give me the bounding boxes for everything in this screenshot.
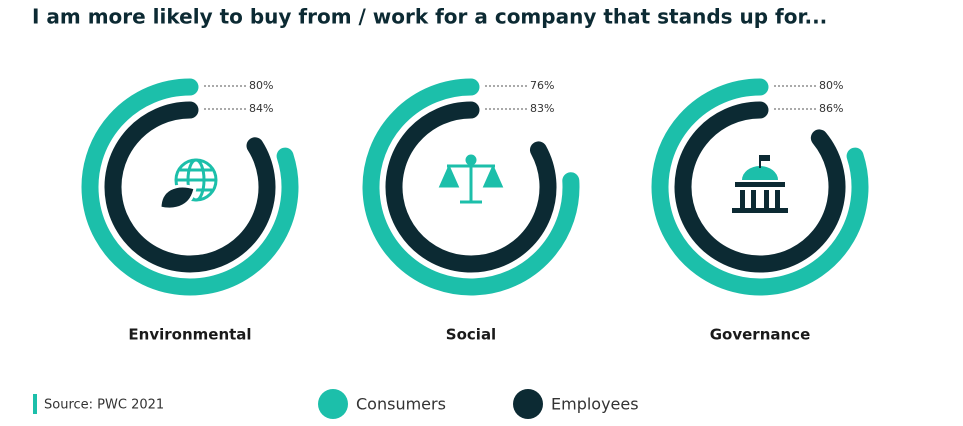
source: Source: PWC 2021 — [44, 398, 164, 413]
value-label: 80% — [249, 79, 273, 92]
arc — [362, 78, 580, 296]
chart-title: I am more likely to buy from / work for … — [32, 5, 827, 29]
source-bar — [33, 394, 37, 414]
legend-label: Employees — [551, 395, 639, 414]
value-label: 83% — [530, 102, 554, 115]
category-label: Environmental — [128, 326, 251, 344]
arc — [81, 78, 299, 296]
legend-label: Consumers — [356, 395, 446, 414]
legend-swatch — [513, 389, 543, 419]
value-label: 86% — [819, 102, 843, 115]
legend-swatch — [318, 389, 348, 419]
arc — [104, 101, 276, 273]
category-label: Governance — [710, 326, 811, 344]
value-label: 84% — [249, 102, 273, 115]
icon-social — [438, 154, 504, 204]
value-label: 80% — [819, 79, 843, 92]
icon-governance — [732, 155, 788, 213]
arc — [651, 78, 869, 296]
category-label: Social — [446, 326, 496, 344]
icon-environment — [158, 158, 218, 211]
arc — [674, 101, 846, 273]
arc — [385, 101, 557, 273]
value-label: 76% — [530, 79, 554, 92]
